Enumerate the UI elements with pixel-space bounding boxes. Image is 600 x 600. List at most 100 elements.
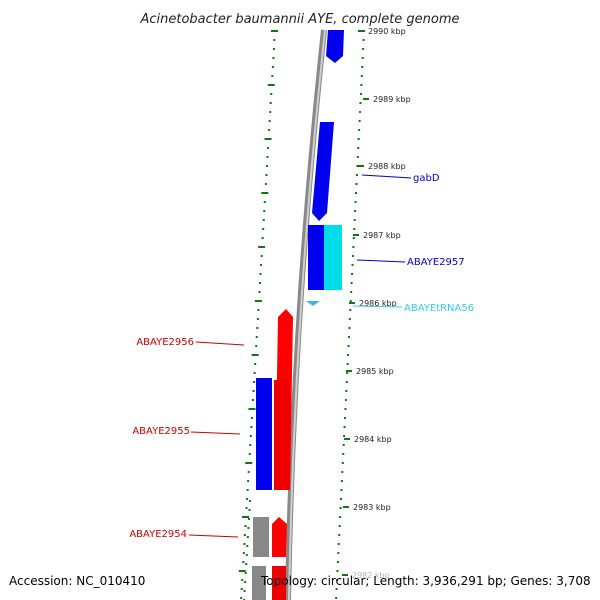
tick-label: 2989 kbp (373, 95, 411, 104)
gc-dot (338, 534, 341, 536)
gc-dot (361, 57, 364, 59)
gc-dot (355, 192, 358, 194)
gc-dot (260, 255, 263, 257)
gc-dot (268, 129, 271, 131)
label-ABAYE2955[interactable]: ABAYE2955 (132, 426, 190, 437)
gc-dot (249, 444, 252, 446)
tick-label: 2990 kbp (368, 27, 406, 36)
gc-dot (362, 48, 365, 50)
gc-dot (244, 525, 247, 527)
gc-dot (258, 246, 266, 248)
gc-dot (336, 570, 339, 572)
gc-dot (254, 300, 262, 302)
gc-dot (242, 516, 250, 518)
gc-dot (342, 444, 345, 446)
gc-dot (353, 219, 356, 221)
tick-label: 2988 kbp (368, 162, 406, 171)
gc-dot (256, 318, 259, 320)
gc-dot (243, 590, 246, 592)
gene-ABAYE2957-forward (308, 225, 324, 290)
gc-dot (240, 588, 243, 590)
gc-dot (253, 381, 256, 383)
label-ABAYE2956[interactable]: ABAYE2956 (136, 337, 194, 348)
gc-dot (245, 554, 248, 556)
gc-dot (338, 525, 341, 527)
label-gabD[interactable]: gabD (413, 173, 440, 184)
gc-dot (336, 579, 339, 581)
gc-dot (256, 327, 259, 329)
gc-dot (251, 354, 259, 356)
gc-dot (250, 426, 253, 428)
gc-dot (351, 273, 354, 275)
gc-dot (271, 66, 274, 68)
gc-dot (263, 201, 266, 203)
tick-label: 2984 kbp (354, 435, 392, 444)
gc-dot (258, 291, 261, 293)
gc-dot (357, 147, 360, 149)
gc-dot (250, 417, 253, 419)
gc-dot (246, 545, 249, 547)
gc-dot (245, 563, 248, 565)
gc-dot (335, 597, 338, 599)
gc-dot (272, 57, 275, 59)
gc-dot (347, 336, 350, 338)
gc-dot (352, 246, 355, 248)
gc-dot (243, 534, 246, 536)
gc-dot (359, 93, 362, 95)
gene-ABAYE2957 (324, 225, 342, 290)
gc-dot (248, 509, 251, 511)
gene-bottom-gray (252, 566, 266, 600)
label-ABAYEtRNA56[interactable]: ABAYEtRNA56 (404, 303, 474, 314)
map-title: Acinetobacter baumannii AYE, complete ge… (139, 12, 459, 27)
gene-ABAYE2954 (272, 517, 287, 557)
gc-dot (249, 435, 252, 437)
gc-dot (346, 372, 349, 374)
gc-dot (242, 561, 245, 563)
gc-dot (354, 210, 357, 212)
gene-ABAYEtRNA56 (306, 301, 320, 306)
gc-dot (359, 111, 362, 113)
gc-dot (341, 462, 344, 464)
gc-dot (251, 399, 254, 401)
gc-dot (245, 507, 248, 509)
gc-dot (248, 453, 251, 455)
gc-dot (361, 66, 364, 68)
gc-dot (261, 192, 269, 194)
gc-dot (360, 75, 363, 77)
gene-gabD (312, 122, 334, 221)
gc-dot (348, 327, 351, 329)
gene-ABAYE2955 (274, 380, 290, 490)
gc-dot (353, 228, 356, 230)
gc-dot (255, 336, 258, 338)
gc-dot (349, 300, 352, 302)
gc-dot (347, 354, 350, 356)
kbp-ticks: 2990 kbp 2989 kbp 2988 kbp 2987 kbp 2986 kbp… (342, 27, 411, 580)
genome-backbone (285, 29, 327, 600)
gc-dot (339, 507, 342, 509)
gc-dot (343, 426, 346, 428)
gc-dot (266, 156, 269, 158)
gc-dot (246, 489, 249, 491)
gc-dot (244, 572, 247, 574)
gc-dot (342, 453, 345, 455)
gc-dot (341, 471, 344, 473)
gc-dot (340, 489, 343, 491)
label-ABAYE2954[interactable]: ABAYE2954 (129, 529, 187, 540)
leader-ABAYE2956 (195, 341, 245, 346)
gc-dot (347, 345, 350, 347)
gc-dot (273, 39, 276, 41)
gc-dot (267, 147, 270, 149)
leader-ABAYE2955 (190, 431, 241, 435)
leader-ABAYE2957 (356, 259, 406, 263)
gc-dot (247, 480, 250, 482)
tick-label: 2985 kbp (356, 367, 394, 376)
gc-dot (350, 291, 353, 293)
gene-bottom-red (272, 566, 286, 600)
accession-label: Accession: NC_010410 (9, 574, 146, 588)
gc-dot (262, 219, 265, 221)
label-ABAYE2957[interactable]: ABAYE2957 (407, 257, 465, 268)
gc-dot (351, 255, 354, 257)
gc-dot (255, 345, 258, 347)
gc-dot (354, 201, 357, 203)
leader-gabD (361, 174, 412, 179)
